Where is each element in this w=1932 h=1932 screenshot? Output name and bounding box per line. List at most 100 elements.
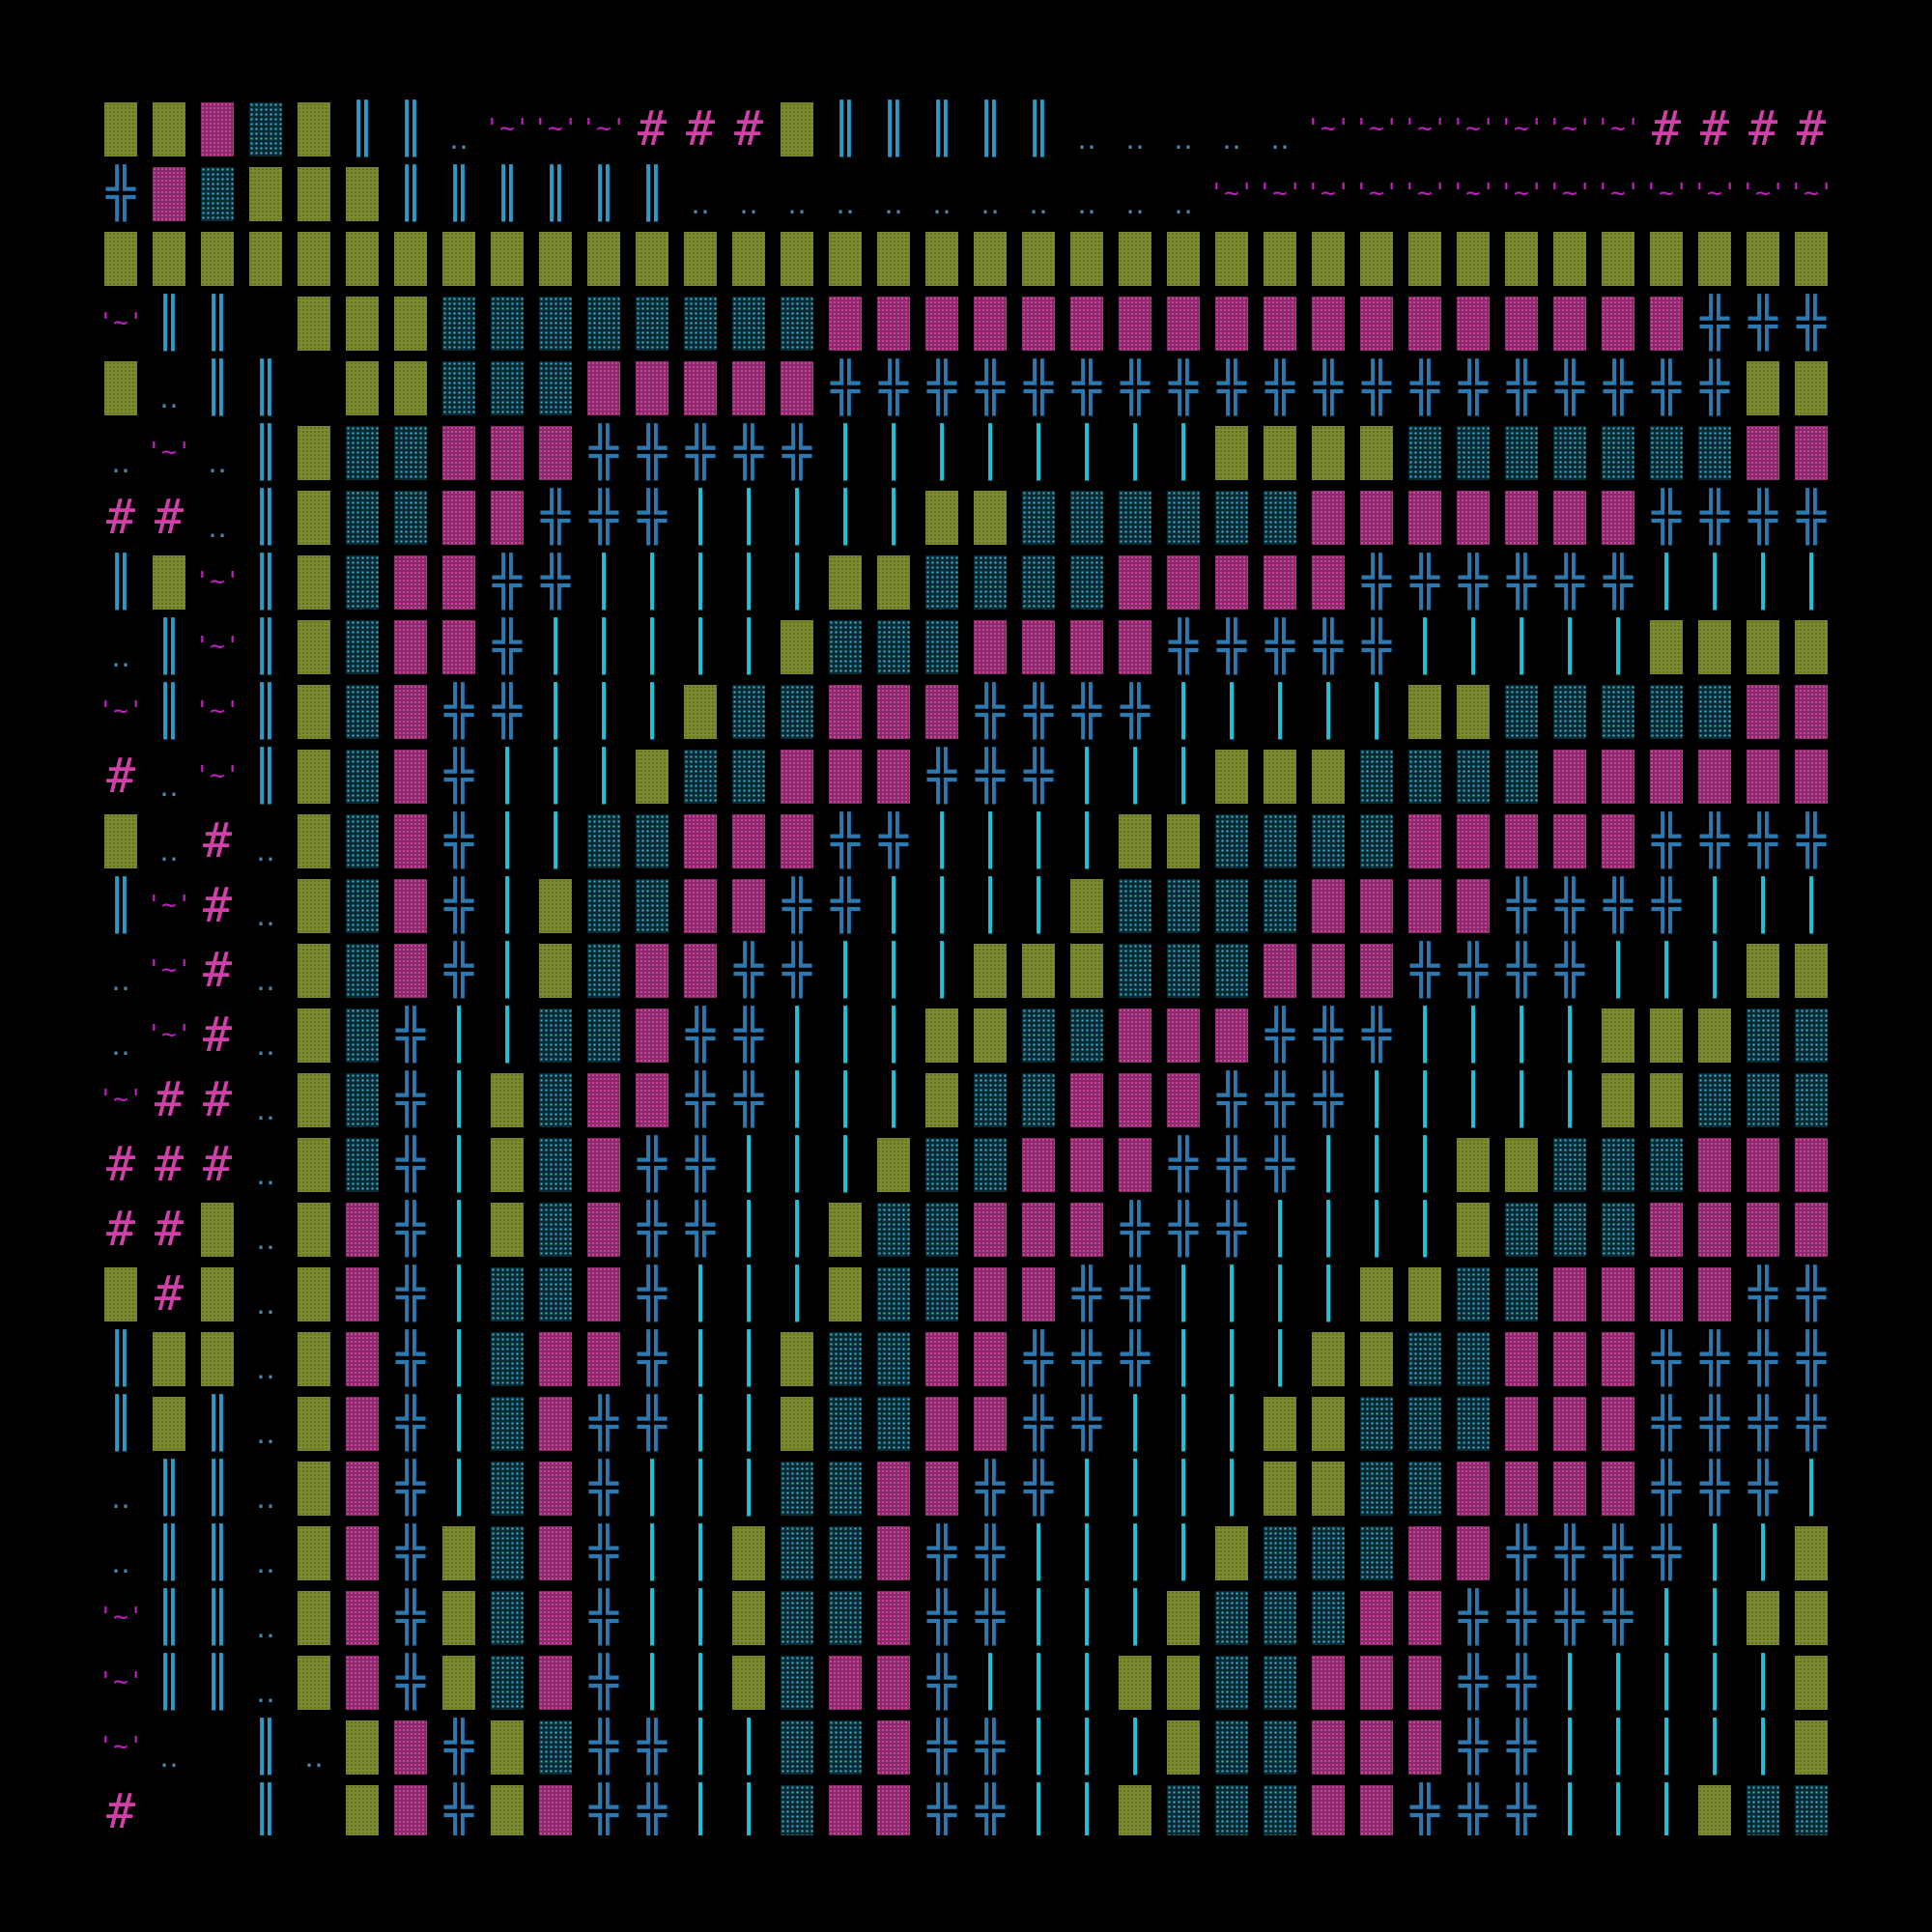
cross-glyph-glyph: ╬: [1023, 748, 1054, 804]
cyan-dot-block: [338, 679, 386, 744]
cross-glyph-glyph: ╬: [395, 1136, 426, 1192]
olive-block: [628, 744, 676, 809]
olive-block: [966, 226, 1014, 291]
pink-block: [386, 1779, 435, 1835]
cyan-dot-block: [338, 550, 386, 614]
dots-glyph: ‥: [255, 1158, 276, 1192]
olive-block: [483, 1197, 531, 1262]
pink-block: [1546, 744, 1594, 809]
cyan-dot-block: [1401, 1456, 1449, 1520]
double-bar-glyph: ║: [250, 554, 281, 610]
single-bar-glyph: │: [443, 1071, 474, 1127]
pink-block: [1594, 1456, 1642, 1520]
cross-glyph-glyph: ╬: [1264, 1136, 1295, 1192]
pink-block: [869, 744, 918, 809]
tilde-pair-glyph: '~': [1547, 179, 1593, 208]
single-bar-glyph: │: [878, 489, 909, 545]
cross-glyph-glyph: ╬: [540, 554, 571, 610]
pink-block: [724, 809, 773, 873]
cyan-dot-block: [338, 1067, 386, 1132]
dots-glyph: ‥: [110, 446, 131, 480]
dots-glyph: ‥: [883, 187, 904, 221]
cyan-dot-block: [918, 1132, 966, 1197]
cross-glyph-glyph: ╬: [1168, 1201, 1199, 1257]
single-bar-glyph: │: [1071, 1719, 1102, 1775]
olive-block: [966, 485, 1014, 550]
tilde-pair-glyph: '~': [194, 696, 241, 725]
olive-block: [1739, 1585, 1787, 1650]
cross-glyph-glyph: ╬: [878, 359, 909, 415]
double-bar-glyph: ║: [202, 1654, 233, 1710]
cross-glyph-glyph: ╬: [926, 1719, 957, 1775]
double-bar-glyph: ║: [154, 683, 185, 739]
olive-block: [145, 1326, 193, 1391]
cross-glyph-glyph: ╬: [1071, 359, 1102, 415]
single-bar-glyph: │: [926, 877, 957, 933]
cross-glyph-glyph: ╬: [975, 359, 1006, 415]
olive-block: [1787, 355, 1835, 420]
tilde-pair-glyph: '~': [98, 1667, 144, 1696]
cross-glyph-glyph: ╬: [1313, 618, 1344, 674]
cross-glyph-glyph: ╬: [1699, 1460, 1730, 1516]
olive-block: [1256, 420, 1304, 485]
pink-block: [1401, 485, 1449, 550]
pink-block: [1014, 614, 1063, 679]
dots-glyph: ‥: [1076, 123, 1097, 156]
single-bar-glyph: │: [1747, 554, 1778, 610]
olive-block: [1787, 1715, 1835, 1779]
cross-glyph-glyph: ╬: [1506, 942, 1537, 998]
pink-block: [386, 614, 435, 679]
dots-glyph: ‥: [786, 187, 808, 221]
olive-block: [1449, 1197, 1497, 1262]
olive-block: [290, 1067, 338, 1132]
cross-glyph-glyph: ╬: [1651, 877, 1682, 933]
pink-block: [1449, 485, 1497, 550]
cyan-dot-block: [435, 291, 483, 355]
single-bar-glyph: │: [1699, 942, 1730, 998]
olive-block: [1352, 420, 1401, 485]
double-bar-glyph: ║: [105, 1330, 136, 1386]
cross-glyph-glyph: ╬: [1699, 489, 1730, 545]
single-bar-glyph: │: [1506, 618, 1537, 674]
dots-glyph: ‥: [255, 1223, 276, 1257]
cyan-dot-block: [1739, 1003, 1787, 1067]
cyan-dot-block: [483, 291, 531, 355]
single-bar-glyph: │: [588, 748, 619, 804]
cyan-dot-block: [821, 1326, 869, 1391]
cyan-dot-block: [1497, 679, 1546, 744]
pink-block: [724, 873, 773, 938]
single-bar-glyph: │: [1361, 1136, 1392, 1192]
cross-glyph-glyph: ╬: [588, 1783, 619, 1835]
olive-block: [1352, 1326, 1401, 1391]
tilde-pair-glyph: '~': [146, 955, 192, 984]
pink-block: [1063, 1132, 1111, 1197]
single-bar-glyph: │: [492, 942, 523, 998]
cyan-dot-block: [1449, 1262, 1497, 1326]
cross-glyph-glyph: ╬: [443, 942, 474, 998]
olive-block: [483, 226, 531, 291]
single-bar-glyph: │: [830, 424, 861, 480]
cross-glyph-glyph: ╬: [1796, 295, 1827, 351]
olive-block: [338, 1779, 386, 1835]
single-bar-glyph: │: [685, 1265, 716, 1321]
single-bar-glyph: │: [1603, 942, 1634, 998]
pink-block: [918, 679, 966, 744]
olive-block: [1159, 226, 1208, 291]
cross-glyph-glyph: ╬: [588, 1524, 619, 1580]
pink-block: [1111, 614, 1159, 679]
single-bar-glyph: │: [1216, 1460, 1247, 1516]
cyan-dot-block: [1159, 938, 1208, 1003]
pink-block: [1111, 1003, 1159, 1067]
cross-glyph-glyph: ╬: [395, 1654, 426, 1710]
cyan-dot-block: [676, 744, 724, 809]
olive-block: [1208, 226, 1256, 291]
tilde-pair-glyph: '~': [98, 308, 144, 337]
hash-glyph: #: [154, 1201, 185, 1257]
olive-block: [1497, 1132, 1546, 1197]
single-bar-glyph: │: [492, 1007, 523, 1063]
pink-block: [869, 1585, 918, 1650]
cross-glyph-glyph: ╬: [926, 1589, 957, 1645]
olive-block: [773, 1326, 821, 1391]
olive-block: [435, 1650, 483, 1715]
cross-glyph-glyph: ╬: [1120, 359, 1151, 415]
